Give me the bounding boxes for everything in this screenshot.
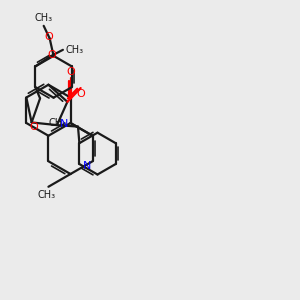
Text: O: O <box>44 32 53 42</box>
Text: N: N <box>59 118 68 129</box>
Text: N: N <box>83 160 91 171</box>
Text: CH₃: CH₃ <box>65 45 83 55</box>
Text: CH₃: CH₃ <box>49 118 67 128</box>
Text: O: O <box>47 50 56 60</box>
Text: CH₃: CH₃ <box>38 190 56 200</box>
Text: O: O <box>29 122 38 132</box>
Text: O: O <box>76 89 85 99</box>
Text: O: O <box>66 68 75 77</box>
Text: CH₃: CH₃ <box>34 13 53 23</box>
